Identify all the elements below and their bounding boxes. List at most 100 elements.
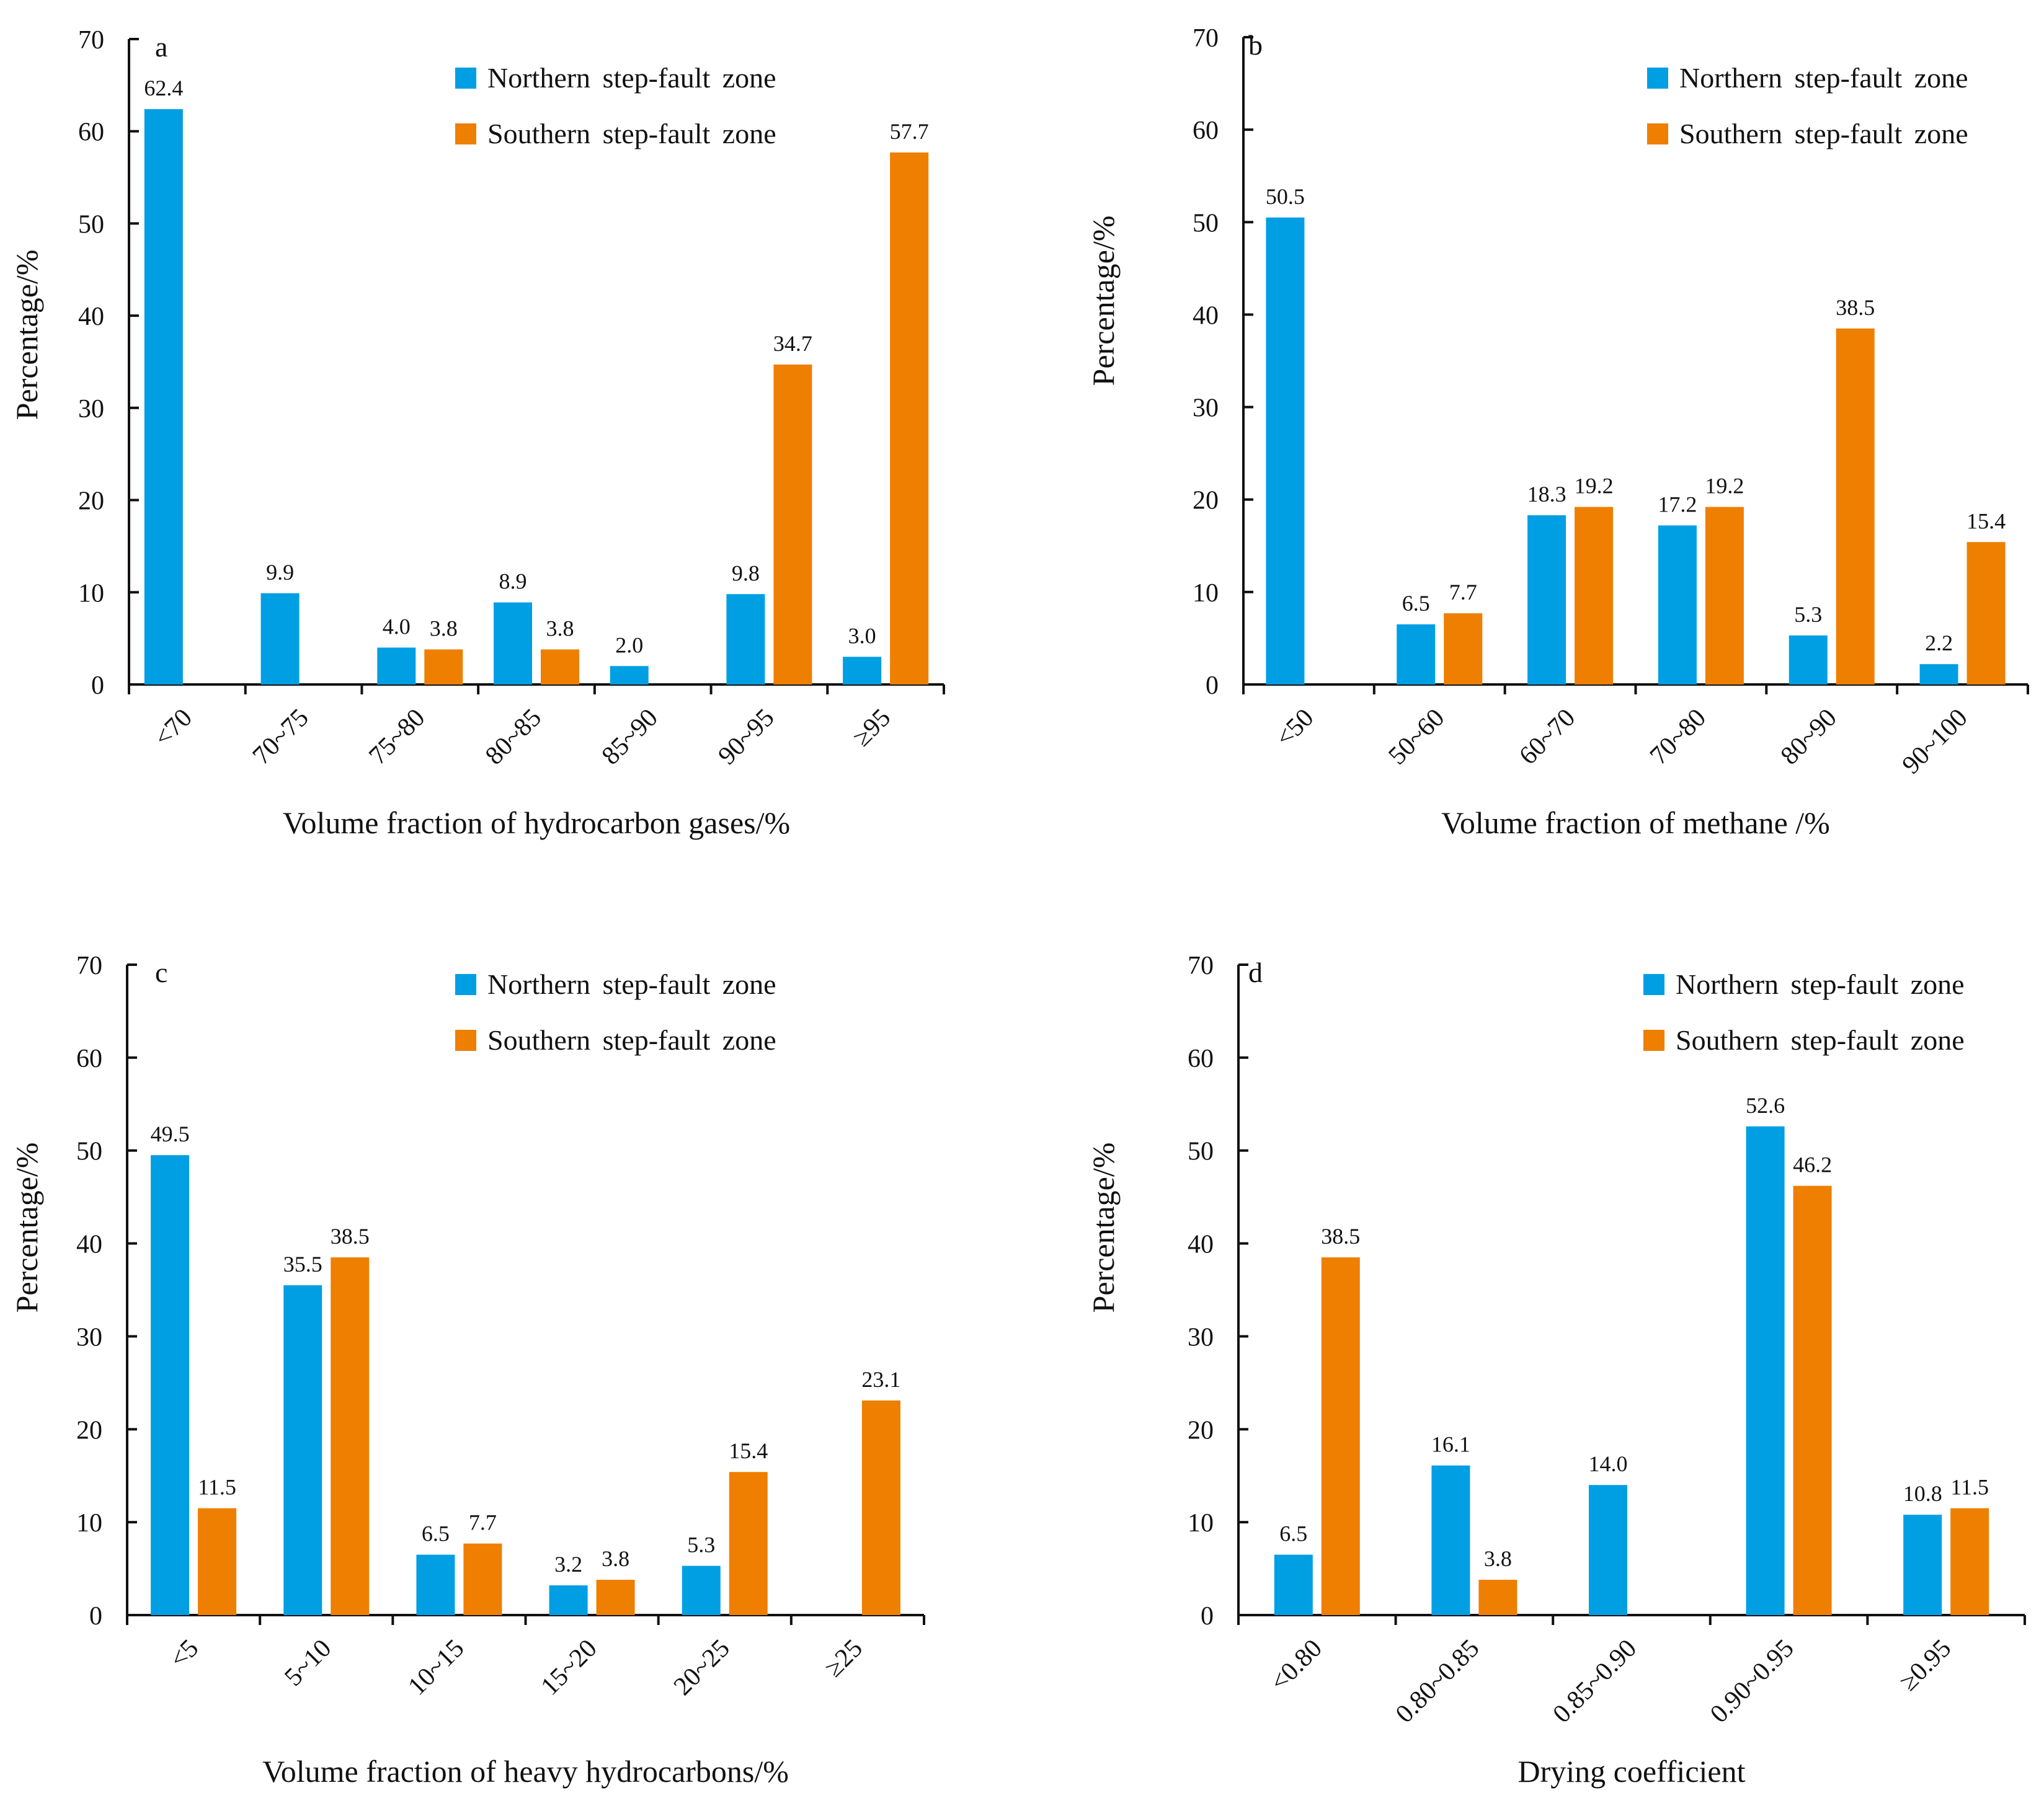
data-label: 7.7 [469,1510,497,1535]
y-tick-label: 10 [1193,579,1219,608]
bar-northern [1903,1515,1942,1615]
y-tick-label: 60 [1193,117,1219,145]
data-label: 46.2 [1793,1153,1832,1177]
data-label: 3.8 [602,1546,629,1571]
bar-northern [1746,1126,1785,1615]
y-tick-label: 50 [76,1138,102,1166]
bar-northern [610,666,649,684]
bar-southern [424,649,463,684]
x-category-label: 90~95 [713,704,780,771]
bar-northern [283,1285,322,1615]
bar-southern [1705,507,1744,684]
y-tick-label: 40 [76,1231,102,1259]
x-category-label: 75~80 [363,704,430,771]
x-category-label: 50~60 [1383,704,1450,771]
bar-northern [260,593,300,684]
bar-northern [1527,515,1566,684]
bar-southern [1950,1508,1989,1615]
legend-label: Southern step-fault zone [487,1024,776,1056]
data-label: 6.5 [1402,591,1430,616]
x-axis-label: Volume fraction of heavy hydrocarbons/% [262,1754,789,1789]
data-label: 5.3 [687,1533,715,1557]
data-label: 3.2 [554,1552,582,1577]
y-tick-label: 20 [76,1416,102,1445]
y-tick-label: 60 [1188,1045,1214,1073]
x-category-label: 0.80~0.85 [1390,1634,1485,1729]
x-category-label: ≥25 [819,1634,868,1683]
bar-northern [1431,1465,1470,1615]
bar-northern [726,594,765,684]
panel-label: d [1248,957,1263,988]
y-tick-label: 40 [1193,301,1219,330]
data-label: 3.8 [430,616,458,640]
data-label: 35.5 [283,1252,322,1277]
bar-northern [1589,1485,1627,1615]
panel-label: c [155,957,167,988]
y-tick-label: 60 [78,118,104,147]
data-label: 8.9 [499,569,527,594]
bar-southern [1793,1185,1832,1615]
y-tick-label: 10 [1188,1509,1214,1538]
y-axis-label: Percentage/% [9,1143,44,1313]
data-label: 2.0 [615,632,643,657]
bar-northern [682,1565,721,1615]
data-label: 9.9 [266,560,294,585]
legend-label: Northern step-fault zone [487,968,776,1000]
legend-swatch-southern [455,1030,476,1051]
y-tick-label: 0 [91,671,104,700]
y-tick-label: 20 [1193,487,1219,515]
y-tick-label: 40 [1188,1231,1214,1259]
x-category-label: 20~25 [669,1634,735,1701]
data-label: 2.2 [1925,631,1953,655]
data-label: 6.5 [1279,1521,1307,1546]
data-label: 62.4 [144,76,183,100]
y-tick-label: 30 [1188,1323,1214,1352]
bar-northern [377,647,416,684]
y-tick-label: 0 [89,1602,102,1631]
data-label: 38.5 [1321,1224,1360,1249]
legend-swatch-northern [455,68,476,89]
bar-southern [890,152,929,684]
bar-southern [331,1257,370,1615]
bar-northern [1919,664,1958,684]
y-tick-label: 30 [76,1323,102,1352]
data-label: 19.2 [1575,474,1614,498]
x-category-label: 85~90 [597,704,664,771]
x-axis-label: Volume fraction of methane /% [1441,805,1830,840]
bar-southern [1321,1257,1360,1615]
y-tick-label: 70 [1188,952,1214,980]
y-tick-label: 20 [1188,1416,1214,1445]
data-label: 10.8 [1903,1481,1942,1506]
data-label: 17.2 [1658,492,1697,516]
y-tick-label: 10 [78,579,104,608]
x-axis-label: Volume fraction of hydrocarbon gases/% [283,805,790,840]
y-tick-label: 30 [78,395,104,423]
panel-a: 0 10 20 30 40 50 60 70 62.4 <70 9.9 70~75 4.0 3.8 75~8… [9,26,945,840]
y-axis-label: Percentage/% [9,250,44,420]
bar-southern [773,364,812,684]
bar-southern [861,1400,900,1615]
panel-d: 0 10 20 30 40 50 60 70 6.5 38.5 <0.80 16.1 3.8 0.80~0… [1086,952,2026,1789]
data-label: 11.5 [1950,1475,1989,1500]
y-tick-label: 0 [1201,1602,1214,1631]
data-label: 9.8 [732,560,760,585]
x-category-label: 90~100 [1897,704,1973,780]
x-category-label: 60~70 [1514,704,1581,771]
bar-northern [1397,624,1436,684]
legend-swatch-northern [1647,68,1668,89]
legend-swatch-northern [455,974,476,995]
bar-southern [1444,613,1483,684]
bar-southern [729,1472,768,1615]
bar-northern [1658,525,1697,684]
x-category-label: ≥95 [848,704,897,753]
data-label: 3.8 [1484,1546,1512,1571]
bar-southern [1575,507,1614,684]
bar-southern [1836,328,1875,684]
data-label: 7.7 [1449,580,1477,604]
y-tick-label: 70 [1193,24,1219,53]
y-tick-label: 50 [78,210,104,239]
data-label: 52.6 [1746,1093,1785,1118]
legend-swatch-southern [1647,123,1668,144]
data-label: 38.5 [331,1224,370,1249]
